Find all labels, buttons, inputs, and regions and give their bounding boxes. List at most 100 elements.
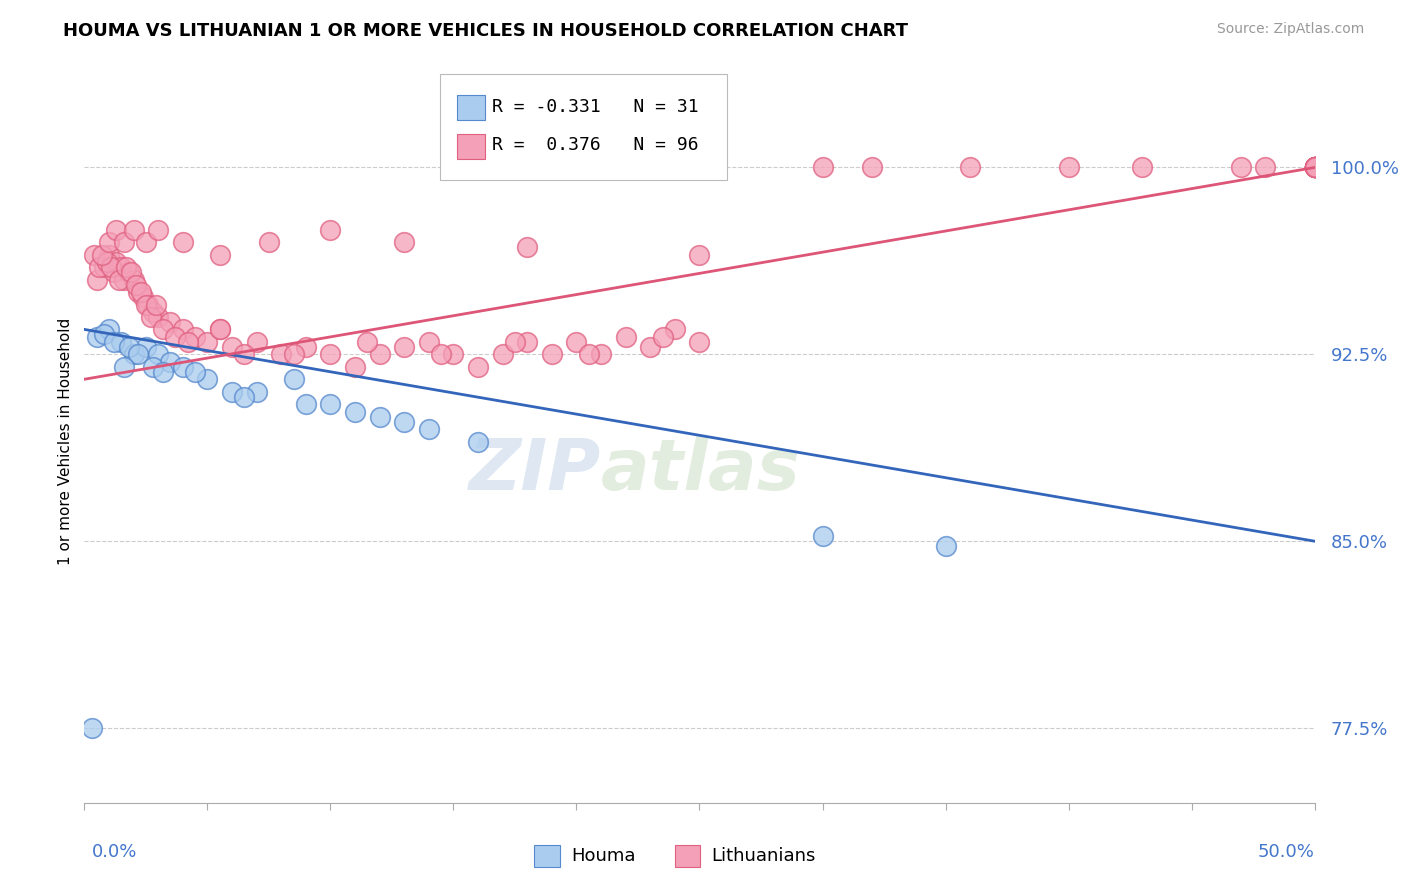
Point xyxy=(516,334,538,349)
Point xyxy=(1303,161,1326,175)
Point xyxy=(138,297,160,311)
Point xyxy=(197,372,219,386)
Point xyxy=(80,721,103,735)
Text: Houma: Houma xyxy=(571,847,636,865)
Point xyxy=(139,310,162,324)
Point xyxy=(208,248,231,262)
Text: Lithuanians: Lithuanians xyxy=(711,847,815,865)
Point xyxy=(96,255,118,269)
Point xyxy=(368,409,391,424)
Point xyxy=(221,384,243,399)
Point xyxy=(1303,161,1326,175)
Point xyxy=(344,404,367,418)
Point xyxy=(418,334,440,349)
Point xyxy=(148,310,170,324)
Point xyxy=(86,272,108,286)
Point xyxy=(295,397,318,411)
Point xyxy=(651,330,673,344)
Point xyxy=(98,235,120,250)
Point xyxy=(1229,161,1253,175)
Point xyxy=(132,290,155,304)
Point xyxy=(418,422,440,436)
Point xyxy=(1303,161,1326,175)
Text: 50.0%: 50.0% xyxy=(1258,843,1315,861)
Point xyxy=(283,347,305,361)
Point xyxy=(135,235,157,250)
Point xyxy=(172,322,194,336)
Point xyxy=(467,434,489,449)
Point xyxy=(319,223,342,237)
Point xyxy=(172,359,194,374)
Text: 0.0%: 0.0% xyxy=(91,843,136,861)
Point xyxy=(221,340,243,354)
Point xyxy=(142,305,165,319)
Point xyxy=(689,334,711,349)
Point xyxy=(356,334,378,349)
Point xyxy=(152,322,174,336)
Point xyxy=(148,223,170,237)
Point xyxy=(1130,161,1153,175)
Point xyxy=(90,248,112,262)
Point xyxy=(184,365,207,379)
Text: R =  0.376   N = 96: R = 0.376 N = 96 xyxy=(492,136,699,154)
Point xyxy=(860,161,883,175)
Point xyxy=(516,240,538,254)
Point xyxy=(197,334,219,349)
Point xyxy=(159,315,181,329)
Point xyxy=(811,529,834,543)
Point xyxy=(165,330,187,344)
Point xyxy=(118,265,141,279)
Text: ZIP: ZIP xyxy=(468,436,602,505)
Point xyxy=(443,347,465,361)
Point xyxy=(122,347,145,361)
Point xyxy=(152,365,174,379)
Point xyxy=(430,347,453,361)
Point xyxy=(614,330,637,344)
Point xyxy=(142,359,165,374)
Point xyxy=(115,260,138,274)
Point xyxy=(103,265,125,279)
Point xyxy=(1057,161,1080,175)
Point xyxy=(177,334,200,349)
Point xyxy=(110,334,132,349)
Point xyxy=(283,372,305,386)
Point xyxy=(811,161,834,175)
Point xyxy=(93,260,115,274)
Point xyxy=(83,248,105,262)
Point xyxy=(208,322,231,336)
Point xyxy=(246,334,269,349)
Point xyxy=(103,334,125,349)
Point xyxy=(1303,161,1326,175)
Point xyxy=(122,272,145,286)
Point xyxy=(86,330,108,344)
Point xyxy=(159,355,181,369)
Point xyxy=(87,260,111,274)
Point xyxy=(135,297,157,311)
Point xyxy=(1303,161,1326,175)
Point xyxy=(1303,161,1326,175)
Point xyxy=(135,340,157,354)
Point xyxy=(1303,161,1326,175)
Point xyxy=(1254,161,1277,175)
Point xyxy=(120,265,142,279)
Point xyxy=(1303,161,1326,175)
Point xyxy=(591,347,613,361)
Point xyxy=(112,235,135,250)
Text: R = -0.331   N = 31: R = -0.331 N = 31 xyxy=(492,98,699,116)
Point xyxy=(112,272,135,286)
Point xyxy=(233,347,256,361)
Point xyxy=(319,397,342,411)
Point xyxy=(270,347,292,361)
Point xyxy=(565,334,588,349)
Point xyxy=(394,235,416,250)
Text: Source: ZipAtlas.com: Source: ZipAtlas.com xyxy=(1216,22,1364,37)
Point xyxy=(105,255,128,269)
Point xyxy=(959,161,981,175)
Text: atlas: atlas xyxy=(602,436,801,505)
Point xyxy=(118,340,141,354)
Point xyxy=(148,347,170,361)
Point xyxy=(93,327,115,342)
Point xyxy=(112,359,135,374)
Point xyxy=(128,285,150,299)
Point xyxy=(394,415,416,429)
